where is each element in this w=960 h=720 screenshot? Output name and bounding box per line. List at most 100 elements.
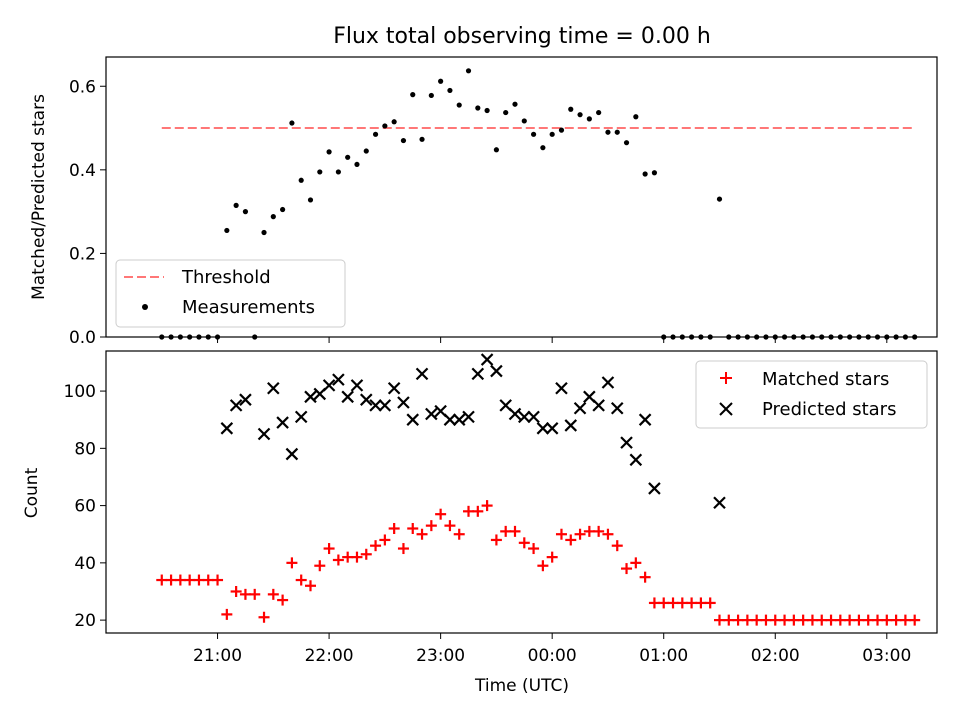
bottom-y-tick-label: 40 [74, 554, 96, 574]
matched-star-marker [574, 528, 586, 540]
matched-star-marker [518, 537, 530, 549]
predicted-star-marker [452, 413, 466, 426]
predicted-star-marker-b [257, 427, 271, 441]
predicted-star-marker-b [285, 447, 299, 461]
matched-star-marker [332, 554, 344, 566]
predicted-star-marker [220, 422, 234, 435]
matched-star-marker [630, 557, 642, 569]
legend-threshold-label: Threshold [181, 267, 271, 288]
matched-star-marker [667, 597, 679, 609]
measurement-point [307, 197, 314, 203]
predicted-star-marker [322, 379, 336, 392]
predicted-star-marker-b [536, 422, 550, 435]
matched-star-marker [258, 611, 270, 623]
predicted-star-marker [267, 381, 280, 395]
predicted-star-marker [713, 496, 726, 510]
predicted-star-marker [332, 373, 345, 386]
matched-star-marker [695, 597, 707, 609]
predicted-star-marker [620, 436, 633, 449]
measurement-point [521, 118, 527, 124]
predicted-star-marker [564, 419, 578, 432]
matched-star-marker [156, 574, 168, 586]
matched-star-marker [277, 594, 289, 606]
predicted-star-marker-b [267, 381, 280, 395]
predicted-star-marker-b [471, 367, 485, 381]
predicted-star-marker-b [638, 413, 652, 426]
matched-star-marker [267, 588, 279, 600]
predicted-star-marker [276, 416, 289, 429]
matched-star-marker [239, 588, 251, 600]
predicted-star-marker-b [490, 364, 503, 378]
measurement-point [419, 136, 425, 142]
predicted-star-marker-b [592, 399, 605, 412]
bottom-panel: Count 20 40 60 80 100 21:00 22:00 23:00 00:00 01… [22, 350, 938, 696]
matched-star-marker [370, 540, 382, 552]
matched-star-marker [797, 614, 809, 626]
predicted-star-marker-b [387, 381, 401, 395]
measurement-point [363, 148, 369, 154]
matched-star-marker [639, 571, 651, 583]
predicted-star-marker [629, 453, 643, 467]
predicted-star-marker-b [629, 453, 643, 467]
predicted-star-marker [425, 407, 438, 421]
measurement-point [596, 109, 602, 116]
chart-title: Flux total observing time = 0.00 h [333, 24, 711, 49]
predicted-star-marker-b [555, 381, 568, 395]
measurement-point [391, 119, 397, 125]
bottom-y-tick-label: 20 [74, 611, 96, 631]
measurement-point [577, 112, 583, 118]
measurement-point [568, 106, 574, 112]
legend-measurements-label: Measurements [182, 297, 315, 318]
matched-star-marker [212, 574, 224, 586]
predicted-star-marker-b [378, 399, 392, 412]
bottom-x-tick-label: 23:00 [416, 646, 465, 666]
predicted-star-marker [350, 379, 364, 392]
predicted-star-marker-b [359, 393, 373, 406]
measurement-point [382, 123, 388, 129]
bottom-x-tick-label: 00:00 [528, 646, 577, 666]
matched-star-marker [453, 528, 465, 540]
bottom-x-tick-label: 01:00 [639, 646, 688, 666]
matched-star-marker [528, 543, 540, 555]
predicted-star-marker [610, 401, 624, 415]
matched-star-marker [704, 597, 716, 609]
measurement-point [642, 171, 648, 177]
matched-star-marker [388, 523, 400, 535]
predicted-star-marker [527, 410, 540, 424]
measurement-point [224, 227, 230, 234]
predicted-star-marker [285, 447, 299, 461]
matched-star-marker [732, 614, 744, 626]
measurement-point [512, 101, 518, 107]
predicted-star-marker [387, 381, 401, 395]
predicted-star-marker [406, 413, 420, 426]
matched-star-marker [593, 525, 605, 537]
matched-star-marker [304, 580, 316, 592]
bottom-y-ticks: 20 40 60 80 100 [64, 382, 106, 631]
predicted-star-marker [471, 367, 485, 381]
bottom-x-ticks: 21:00 22:00 23:00 00:00 01:00 02:00 03:00 [193, 633, 911, 666]
matched-star-marker [509, 525, 521, 537]
measurement-point [614, 129, 620, 135]
matched-star-marker [853, 614, 865, 626]
predicted-star-marker [601, 376, 615, 389]
measurement-point [716, 196, 723, 202]
matched-stars-series [156, 500, 921, 626]
matched-star-marker [769, 614, 781, 626]
matched-star-marker [658, 597, 670, 609]
measurement-point [261, 229, 267, 236]
legend-matched-label: Matched stars [762, 369, 889, 390]
predicted-star-marker-b [564, 419, 578, 432]
matched-star-marker [686, 597, 698, 609]
matched-star-marker [565, 534, 577, 546]
predicted-star-marker-b [332, 373, 345, 386]
top-axes-frame [105, 56, 938, 338]
predicted-star-marker [415, 367, 429, 381]
matched-star-marker [723, 614, 735, 626]
matched-star-marker [425, 520, 437, 532]
matched-star-marker [899, 614, 911, 626]
matched-star-marker [295, 574, 307, 586]
matched-star-marker [816, 614, 828, 626]
matched-star-marker [909, 614, 921, 626]
top-legend-box [115, 259, 346, 328]
matched-star-marker [351, 551, 363, 563]
